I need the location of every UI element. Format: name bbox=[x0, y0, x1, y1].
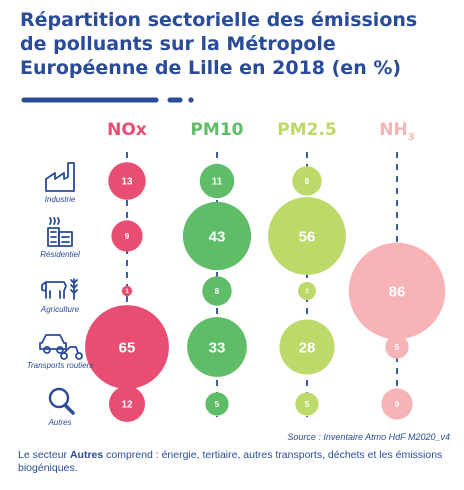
bubble-label: 9 bbox=[395, 400, 400, 409]
bubble-label: 11 bbox=[212, 177, 223, 188]
bubble-label: 9 bbox=[125, 232, 130, 241]
bubble bbox=[295, 392, 319, 416]
bubble-label: 8 bbox=[305, 177, 310, 186]
bubble bbox=[292, 166, 322, 196]
bubble-label: 8 bbox=[215, 287, 220, 296]
sector-label: Autres bbox=[47, 418, 71, 427]
bubble-label: 28 bbox=[299, 339, 316, 356]
cow-wheat-icon bbox=[41, 278, 78, 300]
bubble bbox=[348, 242, 446, 340]
bubble-label: 65 bbox=[119, 339, 136, 356]
pollutant-header: PM2.5 bbox=[277, 120, 337, 140]
bubble-label: 86 bbox=[389, 283, 406, 300]
bubble bbox=[121, 285, 133, 297]
title-underline bbox=[21, 97, 194, 103]
bubble bbox=[381, 388, 413, 420]
footnote-bold: Autres bbox=[69, 449, 104, 461]
source-note: Source : Inventaire Atmo HdF M2020_v4 bbox=[287, 432, 450, 442]
bubble bbox=[297, 281, 317, 301]
footnote-suffix: comprend : énergie, tertiaire, autres tr… bbox=[18, 449, 443, 474]
bubble bbox=[205, 392, 229, 416]
bubble-label: 1 bbox=[125, 289, 129, 295]
sector-label: Résidentiel bbox=[40, 250, 80, 259]
bubble bbox=[385, 335, 409, 359]
bubble-label: 13 bbox=[121, 177, 133, 188]
building-icon bbox=[47, 217, 73, 247]
bubble-label: 43 bbox=[209, 228, 226, 245]
bubble bbox=[187, 317, 247, 377]
sector-label: Industrie bbox=[45, 195, 76, 204]
pollutant-header: NH3 bbox=[379, 120, 414, 143]
sector-label: Transports routiers bbox=[27, 361, 94, 370]
bubble bbox=[268, 197, 346, 275]
bubble bbox=[108, 385, 146, 423]
sector-label: Agriculture bbox=[40, 305, 80, 314]
bubble bbox=[111, 220, 143, 252]
bubble bbox=[182, 201, 252, 271]
bubble-chart: NOx PM10 PM2.5 NH3 13 11 8 9 43 56 1 8 3 86 65 33 28 5 12 5… bbox=[27, 120, 446, 427]
footnote-prefix: Le secteur bbox=[18, 449, 70, 461]
pollutant-header: NOx bbox=[107, 120, 147, 140]
bubble-label: 12 bbox=[121, 400, 133, 411]
factory-icon bbox=[45, 162, 75, 192]
chart-title: Répartition sectorielle des émissions de… bbox=[20, 9, 418, 79]
vehicles-icon bbox=[39, 334, 83, 360]
bubble-label: 5 bbox=[305, 400, 310, 409]
bubble bbox=[279, 319, 335, 375]
bubble-label: 3 bbox=[305, 289, 309, 295]
bubble bbox=[199, 163, 235, 199]
bubble-label: 5 bbox=[215, 400, 220, 409]
footnote: Le secteur Autres comprend : énergie, te… bbox=[18, 449, 448, 475]
bubble bbox=[85, 305, 169, 389]
bubble-label: 33 bbox=[209, 339, 226, 356]
bubble-label: 56 bbox=[299, 228, 316, 245]
pollutant-header: PM10 bbox=[190, 120, 243, 140]
magnifier-icon bbox=[48, 387, 75, 415]
bubble-label: 5 bbox=[395, 343, 400, 352]
bubble bbox=[202, 276, 232, 306]
bubble bbox=[108, 162, 146, 200]
